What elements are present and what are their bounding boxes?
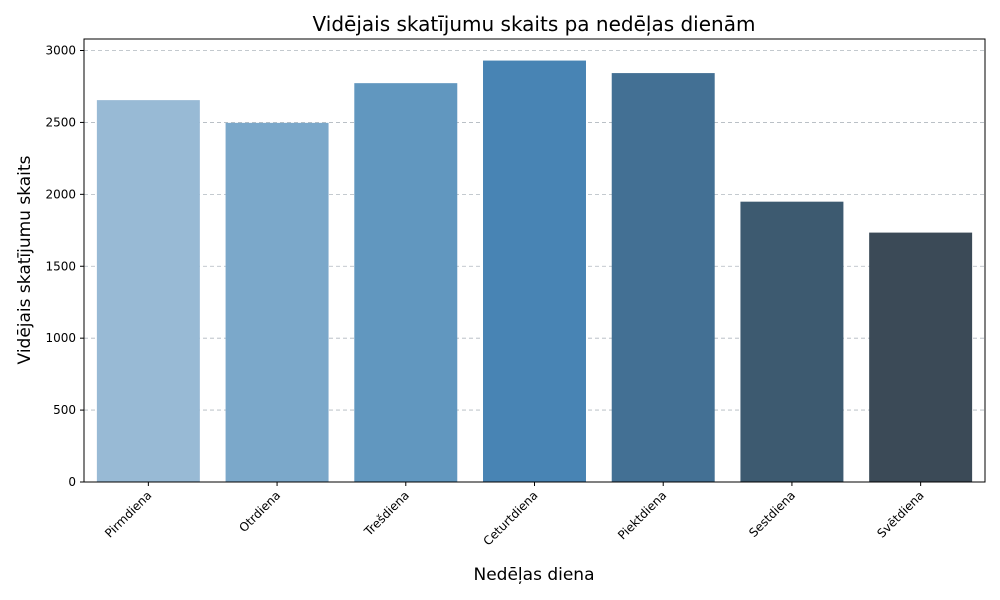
y-tick-label: 1000: [45, 331, 76, 345]
chart-title: Vidējais skatījumu skaits pa nedēļas die…: [313, 12, 756, 36]
x-axis-label: Nedēļas diena: [474, 565, 595, 585]
y-axis-label: Vidējais skatījumu skaits: [15, 155, 35, 364]
y-tick-label: 2000: [45, 187, 76, 201]
y-tick-label: 2500: [45, 115, 76, 129]
x-tick-label: Piektdiena: [615, 488, 669, 542]
bars: [96, 60, 973, 483]
bar-otrdiena: [225, 122, 329, 482]
x-tick-label: Svētdiena: [874, 488, 926, 540]
bar-trešdiena: [354, 83, 458, 483]
y-axis-ticks: 0 500 1000 1500 2000 2500 3000: [45, 44, 84, 489]
bar-svētdiena: [869, 232, 973, 482]
bar-sestdiena: [740, 201, 844, 483]
y-tick-label: 0: [68, 475, 76, 489]
bar-pirmdiena: [96, 100, 200, 483]
y-tick-label: 1500: [45, 259, 76, 273]
bar-piektdiena: [611, 73, 715, 483]
y-tick-label: 500: [53, 403, 76, 417]
x-tick-label: Ceturtdiena: [481, 488, 541, 548]
x-tick-label: Pirmdiena: [102, 488, 154, 540]
x-tick-label: Sestdiena: [746, 488, 798, 540]
y-tick-label: 3000: [45, 44, 76, 58]
x-tick-label: Otrdiena: [236, 488, 283, 535]
x-tick-label: Trešdiena: [361, 488, 412, 539]
x-axis-ticks: Pirmdiena Otrdiena Trešdiena Ceturtdiena Pie…: [102, 482, 927, 548]
bar-ceturtdiena: [483, 60, 586, 482]
